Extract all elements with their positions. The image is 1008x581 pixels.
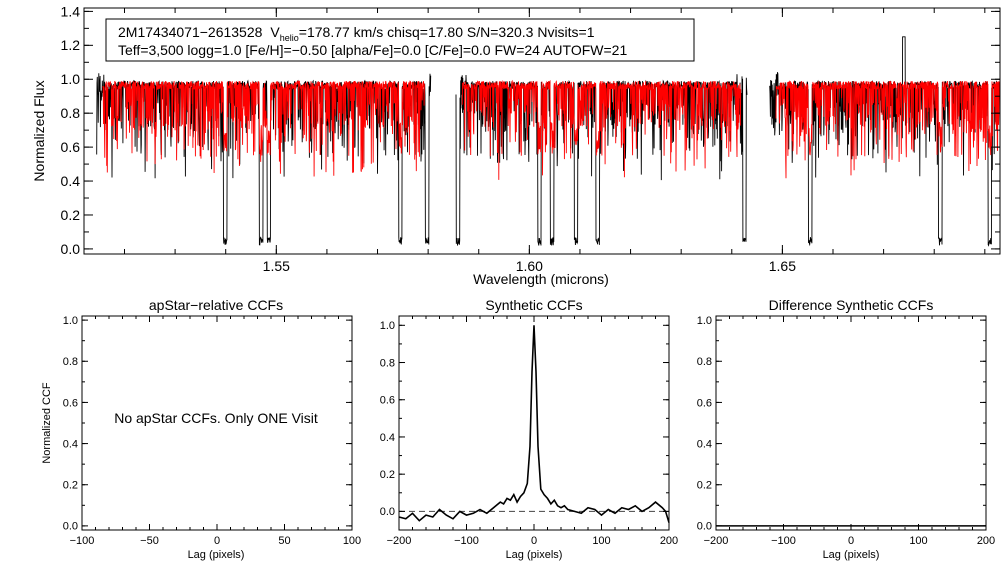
y-tick-label: 0.4 bbox=[697, 438, 712, 450]
spectrum-ticks: 1.55 1.60 1.65 0.0 0.2 0.4 0.6 0.8 1.0 1.2 1.4 bbox=[61, 3, 1000, 274]
synthetic-plot-area bbox=[398, 325, 670, 523]
y-tick-label: 0.4 bbox=[61, 173, 81, 189]
y-tick-label: 0.6 bbox=[697, 397, 712, 409]
spectrum-xlabel: Wavelength (microns) bbox=[473, 271, 609, 287]
spectrum-ylabel: Normalized Flux bbox=[31, 80, 47, 181]
y-tick-label: 0.4 bbox=[380, 432, 395, 444]
y-tick-label: 0.0 bbox=[61, 241, 81, 257]
spectrum-plot-area bbox=[96, 36, 1000, 247]
spectrum-panel: 1.55 1.60 1.65 0.0 0.2 0.4 0.6 0.8 1.0 1.2 1.4 Wav… bbox=[31, 3, 1001, 287]
annotation-line-2: Teff=3,500 logg=1.0 [Fe/H]=−0.50 [alpha/… bbox=[118, 42, 627, 58]
x-tick-label: 100 bbox=[592, 535, 610, 547]
x-tick-label: 0 bbox=[214, 535, 220, 547]
annotation-v-symbol: V bbox=[270, 24, 280, 40]
x-tick-label: 0 bbox=[531, 535, 537, 547]
y-tick-label: 1.0 bbox=[380, 320, 395, 332]
x-tick-label: −100 bbox=[70, 535, 95, 547]
y-tick-label: 0.8 bbox=[63, 356, 78, 368]
y-tick-label: 0.8 bbox=[697, 356, 712, 368]
y-tick-label: 0.6 bbox=[380, 395, 395, 407]
apstar-ticks: −100 −50 0 50 100 0.0 0.2 0.4 0.6 0.8 1.0 bbox=[63, 315, 361, 547]
annotation-line-1-rest: =178.77 km/s chisq=17.80 S/N=320.3 Nvisi… bbox=[299, 24, 595, 40]
x-tick-label: 50 bbox=[278, 535, 290, 547]
y-tick-label: 0.2 bbox=[63, 480, 78, 492]
annotation-v-subscript: helio bbox=[280, 33, 299, 43]
synthetic-ticks: −200 −100 0 100 200 0.0 0.2 0.4 0.6 0.8 1.0 bbox=[380, 316, 678, 547]
difference-ticks: −200 −100 0 100 200 0.0 0.2 0.4 0.6 0.8 1.0 bbox=[697, 315, 995, 547]
apstar-title: apStar−relative CCFs bbox=[149, 297, 283, 313]
y-tick-label: 1.0 bbox=[63, 315, 78, 327]
y-tick-label: 0.4 bbox=[63, 438, 78, 450]
synthetic-title: Synthetic CCFs bbox=[485, 297, 582, 313]
y-tick-label: 0.0 bbox=[697, 521, 712, 533]
x-tick-label: −50 bbox=[140, 535, 159, 547]
x-tick-label: 0 bbox=[848, 535, 854, 547]
x-tick-label: 100 bbox=[343, 535, 361, 547]
x-tick-label: 1.55 bbox=[263, 258, 290, 274]
y-tick-label: 1.0 bbox=[697, 315, 712, 327]
x-tick-label: 1.65 bbox=[769, 258, 796, 274]
annotation-box bbox=[105, 18, 695, 62]
apstar-ccf-panel: apStar−relative CCFs −100 −50 0 50 100 0.0 0.2… bbox=[41, 297, 361, 561]
apstar-ylabel: Normalized CCF bbox=[41, 382, 53, 464]
y-tick-label: 0.6 bbox=[61, 139, 81, 155]
x-tick-label: −100 bbox=[771, 535, 796, 547]
y-tick-label: 0.0 bbox=[63, 521, 78, 533]
y-tick-label: 0.6 bbox=[63, 397, 78, 409]
apstar-message: No apStar CCFs. Only ONE Visit bbox=[114, 410, 318, 426]
spectrum-model-line bbox=[775, 80, 1000, 179]
x-tick-label: −200 bbox=[704, 535, 729, 547]
y-tick-label: 1.0 bbox=[61, 71, 81, 87]
annotation-object-id: 2M17434071−2613528 bbox=[118, 24, 263, 40]
synthetic-axes-frame bbox=[398, 315, 670, 531]
x-tick-label: 1.60 bbox=[516, 258, 543, 274]
y-tick-label: 1.2 bbox=[61, 37, 81, 53]
y-tick-label: 0.8 bbox=[61, 105, 81, 121]
x-tick-label: −200 bbox=[387, 535, 412, 547]
spectrum-model-line bbox=[102, 80, 425, 177]
spectrum-model-line bbox=[461, 79, 742, 180]
apstar-xlabel: Lag (pixels) bbox=[188, 549, 245, 561]
difference-xlabel: Lag (pixels) bbox=[823, 549, 880, 561]
y-tick-label: 0.8 bbox=[380, 357, 395, 369]
y-tick-label: 0.2 bbox=[380, 469, 395, 481]
x-tick-label: 100 bbox=[909, 535, 927, 547]
synthetic-xlabel: Lag (pixels) bbox=[506, 549, 563, 561]
x-tick-label: 200 bbox=[660, 535, 678, 547]
y-tick-label: 0.2 bbox=[697, 480, 712, 492]
synthetic-ccf-line bbox=[398, 325, 670, 523]
difference-title: Difference Synthetic CCFs bbox=[769, 297, 934, 313]
x-tick-label: 200 bbox=[977, 535, 995, 547]
synthetic-ccf-panel: Synthetic CCFs −200 −100 0 100 200 0.0 0.2 0.4 0… bbox=[380, 297, 678, 561]
difference-ccf-panel: Difference Synthetic CCFs −200 −100 0 100 20… bbox=[697, 297, 995, 561]
y-tick-label: 0.2 bbox=[61, 207, 81, 223]
spectrum-axes-frame bbox=[83, 7, 1001, 255]
difference-axes-frame bbox=[715, 315, 987, 531]
y-tick-label: 0.0 bbox=[380, 506, 395, 518]
annotation-line-1: 2M17434071−2613528 Vhelio=178.77 km/s chi… bbox=[118, 24, 595, 43]
x-tick-label: −100 bbox=[454, 535, 479, 547]
y-tick-label: 1.4 bbox=[61, 3, 81, 19]
